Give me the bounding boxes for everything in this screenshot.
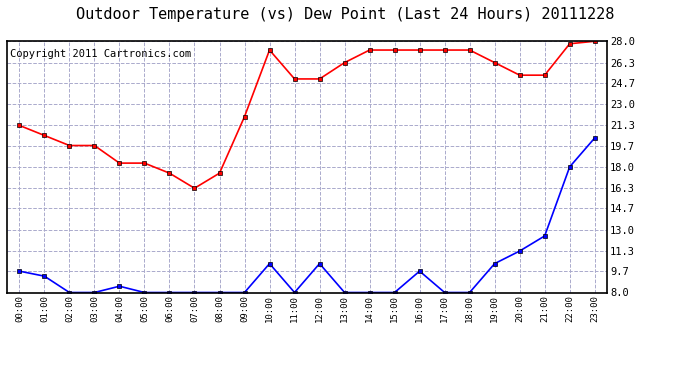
Text: Outdoor Temperature (vs) Dew Point (Last 24 Hours) 20111228: Outdoor Temperature (vs) Dew Point (Last… bbox=[76, 8, 614, 22]
Text: Copyright 2011 Cartronics.com: Copyright 2011 Cartronics.com bbox=[10, 49, 191, 59]
